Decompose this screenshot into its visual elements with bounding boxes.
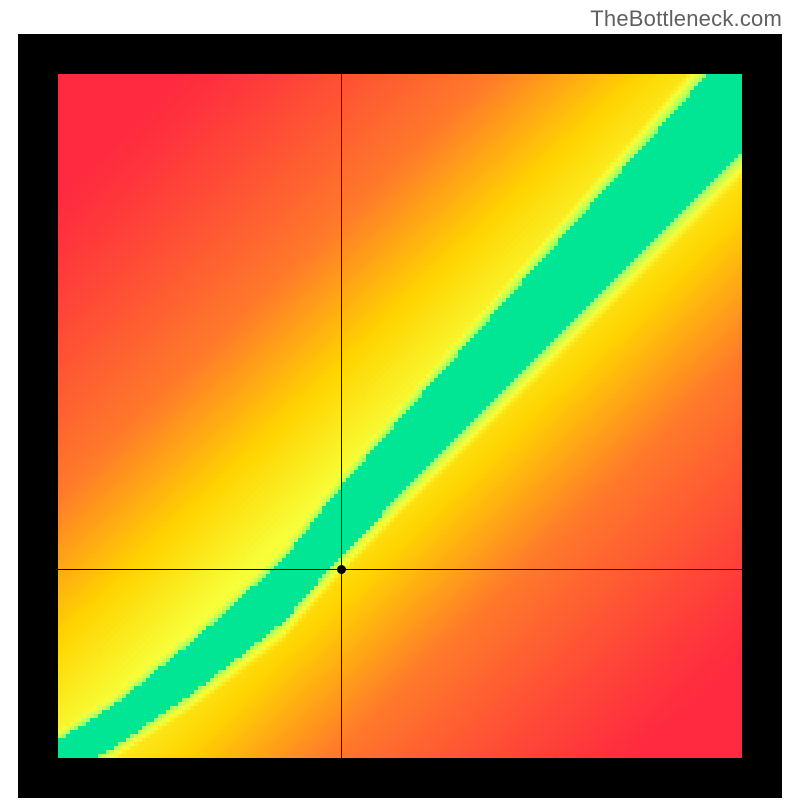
heatmap-canvas (58, 74, 742, 758)
crosshair-horizontal (58, 569, 742, 570)
figure-container: TheBottleneck.com (0, 0, 800, 800)
heatmap-area (58, 74, 742, 758)
watermark-text: TheBottleneck.com (590, 6, 782, 32)
crosshair-vertical (341, 74, 342, 758)
